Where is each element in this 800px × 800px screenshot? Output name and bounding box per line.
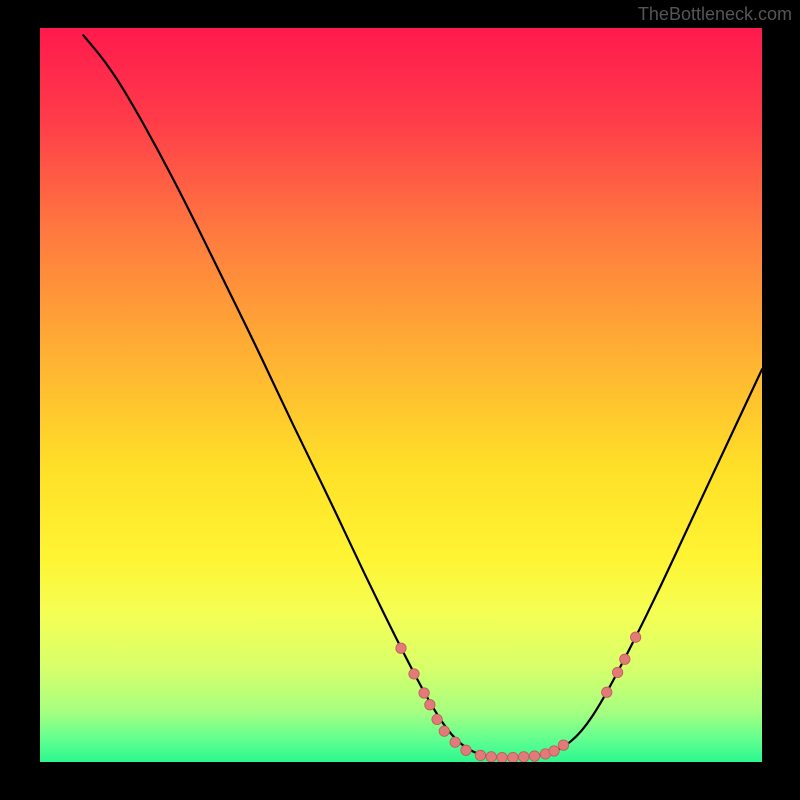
watermark-text: TheBottleneck.com (638, 4, 792, 25)
chart-gradient-background (40, 28, 762, 762)
chart-plot-area (40, 28, 762, 762)
